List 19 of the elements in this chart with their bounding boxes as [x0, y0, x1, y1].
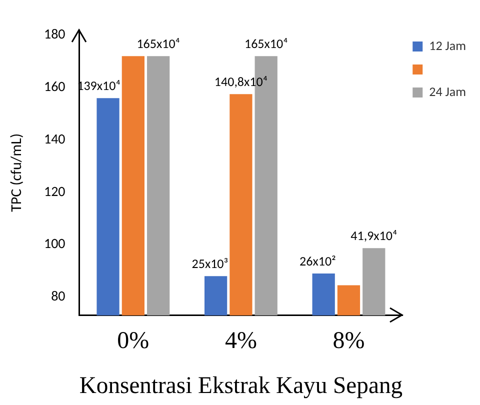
annotation: 25x10³	[192, 256, 228, 272]
y-tick-label: 100	[44, 235, 66, 252]
x-tick-label: 8%	[332, 328, 365, 354]
legend-label: 24 Jam	[429, 84, 466, 100]
annotation: 165x10⁴	[136, 36, 180, 52]
y-tick-label: 160	[44, 78, 66, 96]
y-tick-label: 140	[44, 130, 66, 148]
legend-label: 12 Jam	[429, 38, 466, 54]
x-axis-title: Konsentrasi Ekstrak Kayu Sepang	[79, 372, 403, 399]
annotation: 140,8x10⁴	[214, 74, 268, 90]
annotation: 26x10²	[300, 254, 336, 270]
x-tick-label: 0%	[117, 328, 150, 354]
y-tick-label: 120	[44, 182, 66, 200]
annotation: 41,9x10⁴	[350, 228, 398, 244]
annotation: 165x10⁴	[244, 36, 288, 52]
y-tick-label: 180	[44, 26, 66, 43]
x-tick-label: 4%	[224, 328, 257, 354]
y-tick-label: 80	[51, 288, 66, 305]
y-axis-title: TPC (cfu/mL)	[8, 133, 26, 212]
